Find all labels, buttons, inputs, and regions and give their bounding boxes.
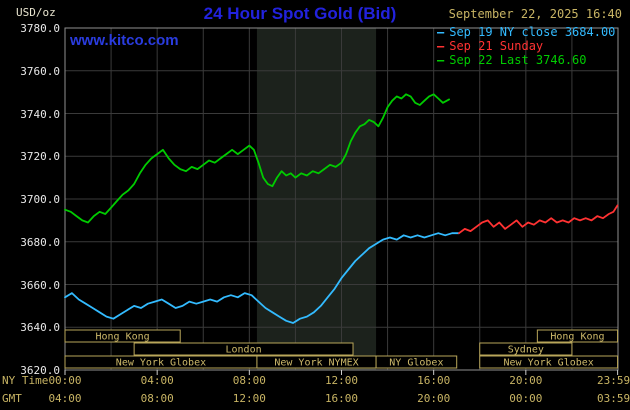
legend-color-dash: – xyxy=(437,25,445,39)
series-line-sep-21-sunday xyxy=(458,204,619,235)
session-label-new-york-globex: New York Globex xyxy=(503,358,593,369)
chart-datetime: September 22, 2025 16:40 xyxy=(448,7,622,21)
legend-item-label: Sep 22 Last 3746.60 xyxy=(449,53,587,67)
legend-color-dash: – xyxy=(437,53,445,67)
session-label-ny-globex: NY Globex xyxy=(389,358,443,369)
ny-time-axis-row-label: NY Time xyxy=(2,374,49,387)
session-label-hong-kong: Hong Kong xyxy=(550,332,604,343)
gmt-axis-row-label: GMT xyxy=(2,392,22,405)
kitco-website-link[interactable]: www.kitco.com xyxy=(70,32,179,49)
session-label-new-york-nymex: New York NYMEX xyxy=(274,358,358,369)
chart-title: 24 Hour Spot Gold (Bid) xyxy=(203,4,397,23)
legend: – Sep 19 NY close 3684.00– Sep 21 Sunday – S… xyxy=(437,25,615,67)
legend-item-label: Sep 21 Sunday xyxy=(449,39,544,53)
session-label-hong-kong: Hong Kong xyxy=(96,332,150,343)
session-box-ny-globex xyxy=(375,355,458,369)
session-label-sydney: Sydney xyxy=(508,345,544,356)
y-axis-unit-label: USD/oz xyxy=(16,6,56,19)
session-box-london xyxy=(133,342,354,356)
legend-color-dash: – xyxy=(437,39,445,53)
session-label-new-york-globex: New York Globex xyxy=(116,358,206,369)
session-box-hong-kong xyxy=(64,329,181,343)
legend-item: – Sep 19 NY close 3684.00 xyxy=(437,25,615,39)
session-label-london: London xyxy=(226,345,262,356)
series-line-sep-22-last-3746.60 xyxy=(64,93,451,224)
session-box-new-york-globex xyxy=(479,355,619,369)
legend-item: – Sep 22 Last 3746.60 xyxy=(437,53,615,67)
session-box-hong-kong xyxy=(536,329,619,343)
legend-item: – Sep 21 Sunday xyxy=(437,39,615,53)
series-line-sep-19-ny-close-3684.00 xyxy=(64,232,460,324)
session-box-sydney xyxy=(479,342,573,356)
legend-item-label: Sep 19 NY close 3684.00 xyxy=(449,25,616,39)
